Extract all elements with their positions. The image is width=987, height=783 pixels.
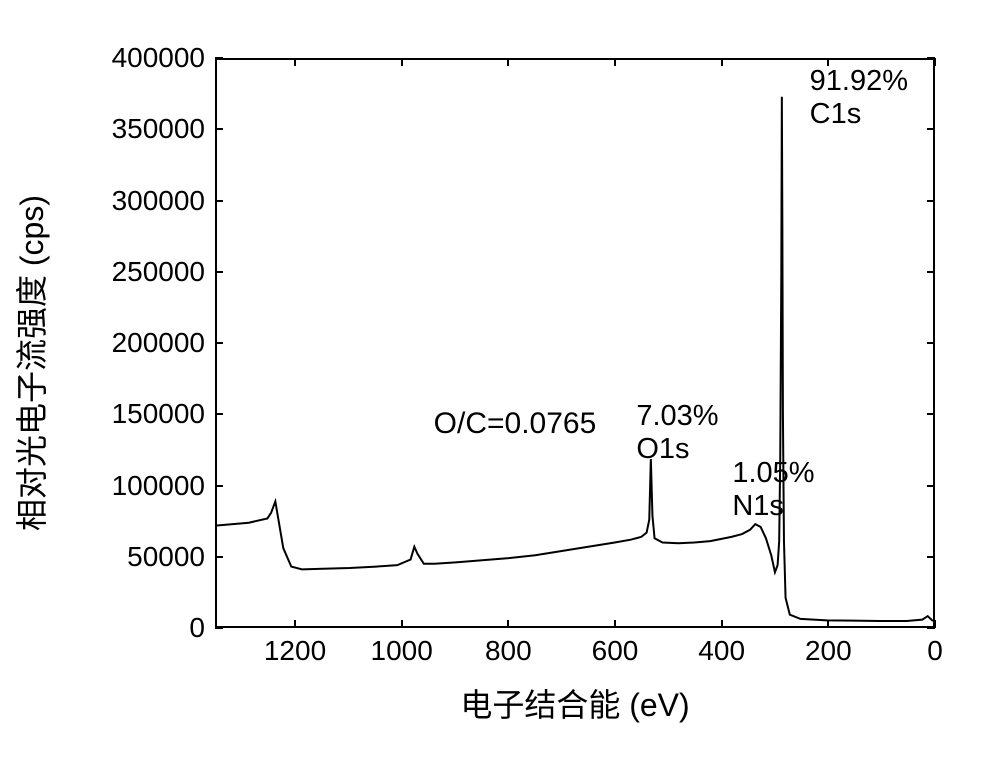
x-tick-label: 200 (805, 635, 852, 667)
x-axis-label: 电子结合能 (eV) (460, 680, 689, 726)
y-tick-label: 0 (75, 612, 205, 644)
x-tick-label: 1000 (371, 635, 433, 667)
y-axis-label: 相对光电子流强度 (cps) (7, 195, 53, 531)
y-tick-label: 200000 (75, 327, 205, 359)
y-tick-label: 300000 (75, 185, 205, 217)
y-tick-label: 400000 (75, 42, 205, 74)
spectrum-line (217, 60, 933, 626)
annotation-o1s: 7.03% O1s (636, 400, 718, 467)
y-tick-label: 250000 (75, 256, 205, 288)
annotation-c1s: 91.92% C1s (810, 65, 908, 132)
annotation-n1s: 1.05% N1s (732, 457, 814, 524)
x-tick-label: 400 (698, 635, 745, 667)
y-tick-label: 100000 (75, 470, 205, 502)
x-tick-label: 600 (592, 635, 639, 667)
xps-spectrum-chart: 相对光电子流强度 (cps) 电子结合能 (eV) 05000010000015… (40, 20, 960, 760)
x-tick-label: 800 (485, 635, 532, 667)
plot-area (215, 58, 935, 628)
y-tick-label: 50000 (75, 541, 205, 573)
x-tick-label: 1200 (264, 635, 326, 667)
y-tick-label: 350000 (75, 113, 205, 145)
x-tick-label: 0 (927, 635, 943, 667)
annotation-oc_ratio: O/C=0.0765 (434, 407, 597, 442)
y-tick-label: 150000 (75, 398, 205, 430)
